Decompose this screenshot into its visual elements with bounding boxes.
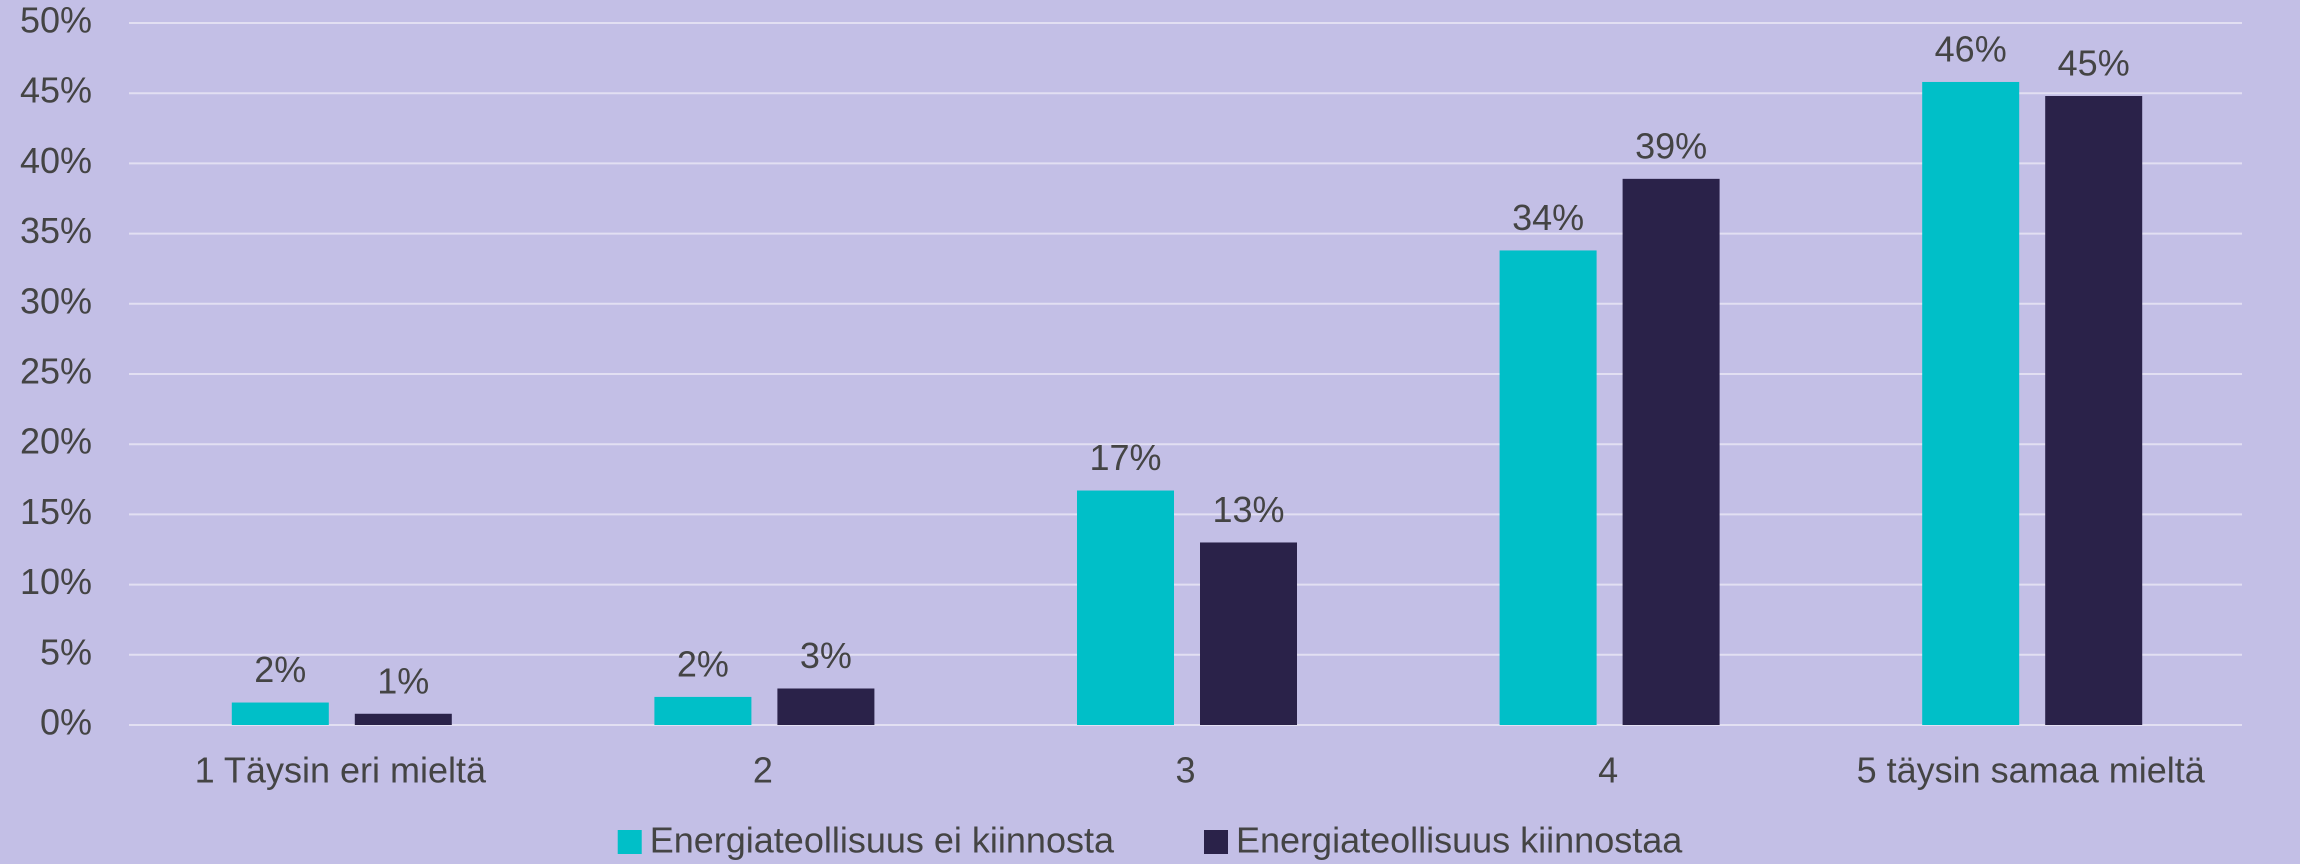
data-label: 2% bbox=[677, 643, 729, 684]
x-tick-label: 1 Täysin eri mieltä bbox=[195, 750, 487, 791]
x-tick-label: 3 bbox=[1175, 750, 1195, 791]
x-tick-label: 2 bbox=[753, 750, 773, 791]
y-tick-label: 35% bbox=[20, 210, 92, 251]
data-label: 1% bbox=[377, 660, 429, 701]
y-tick-label: 0% bbox=[40, 702, 92, 743]
y-tick-label: 10% bbox=[20, 561, 92, 602]
y-tick-label: 40% bbox=[20, 140, 92, 181]
data-label: 2% bbox=[254, 649, 306, 690]
y-tick-label: 5% bbox=[40, 631, 92, 672]
legend-swatch bbox=[1204, 830, 1228, 854]
legend-label: Energiateollisuus kiinnostaa bbox=[1236, 820, 1683, 861]
x-tick-label: 5 täysin samaa mieltä bbox=[1857, 750, 2206, 791]
legend-swatch bbox=[617, 830, 642, 854]
data-label: 46% bbox=[1935, 28, 2007, 69]
bar bbox=[2045, 96, 2143, 726]
y-tick-label: 30% bbox=[20, 280, 92, 321]
data-label: 34% bbox=[1512, 197, 1584, 238]
bar bbox=[1922, 81, 2020, 725]
y-tick-label: 20% bbox=[20, 421, 92, 462]
x-tick-label: 4 bbox=[1598, 750, 1618, 791]
bar bbox=[231, 702, 329, 725]
y-tick-label: 25% bbox=[20, 351, 92, 392]
bar bbox=[1622, 178, 1720, 725]
bar bbox=[654, 696, 752, 725]
data-label: 39% bbox=[1635, 125, 1707, 166]
y-tick-label: 15% bbox=[20, 491, 92, 532]
bar bbox=[1499, 250, 1597, 725]
data-label: 3% bbox=[800, 635, 852, 676]
bar bbox=[354, 713, 452, 725]
y-tick-label: 50% bbox=[20, 0, 92, 41]
legend-label: Energiateollisuus ei kiinnosta bbox=[650, 820, 1115, 861]
y-tick-label: 45% bbox=[20, 70, 92, 111]
bar bbox=[1077, 490, 1174, 725]
bar bbox=[777, 688, 875, 725]
data-label: 17% bbox=[1089, 437, 1161, 478]
data-label: 45% bbox=[2058, 43, 2130, 84]
data-label: 13% bbox=[1212, 489, 1284, 530]
bar bbox=[1200, 542, 1297, 725]
